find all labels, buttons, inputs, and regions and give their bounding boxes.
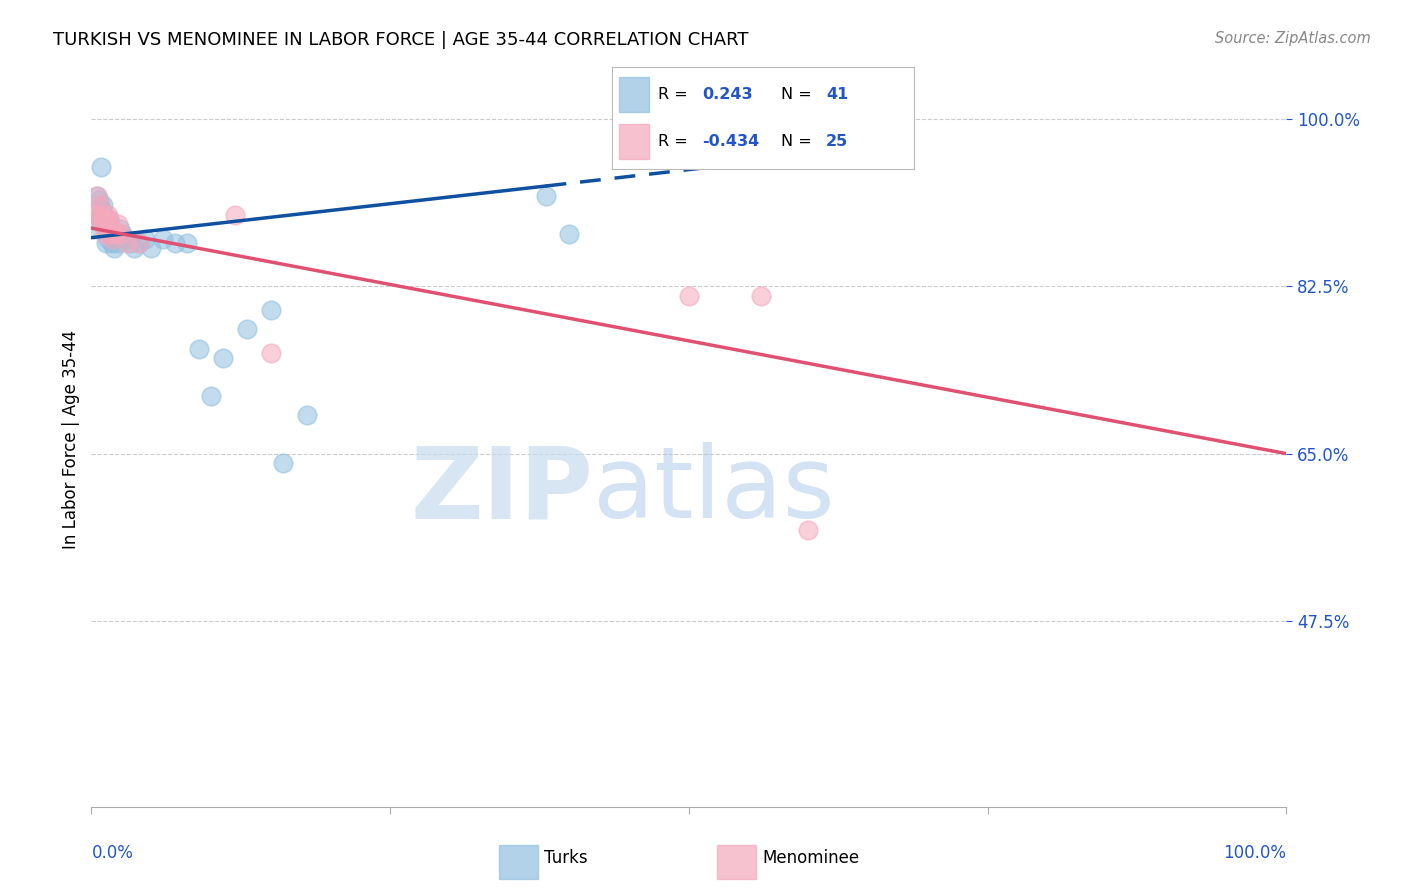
Point (93, 198, 114, 212)
Point (128, 236, 150, 251)
Point (259, 346, 281, 360)
Point (797, 523, 820, 537)
Point (235, 322, 259, 336)
Point (176, 236, 198, 251)
Point (98, 212, 121, 227)
Point (115, 232, 138, 246)
Point (259, 303, 281, 318)
Point (224, 208, 246, 222)
Point (271, 456, 294, 470)
Point (678, 289, 700, 303)
Point (86, 188, 108, 202)
Point (134, 232, 156, 246)
Point (89, 212, 111, 227)
Point (98, 212, 121, 227)
Point (84, 222, 107, 236)
Point (96, 217, 118, 231)
Point (97, 232, 120, 246)
Text: N =: N = (780, 135, 811, 149)
Point (87, 194, 110, 208)
Point (90, 160, 112, 174)
Text: Menominee: Menominee (762, 849, 859, 867)
Point (107, 236, 129, 251)
Point (104, 227, 127, 241)
Bar (619, 124, 650, 159)
Point (534, 188, 557, 202)
Point (87, 208, 110, 222)
Text: TURKISH VS MENOMINEE IN LABOR FORCE | AGE 35-44 CORRELATION CHART: TURKISH VS MENOMINEE IN LABOR FORCE | AG… (53, 31, 749, 49)
Point (93, 212, 114, 227)
Point (90, 208, 112, 222)
Point (124, 241, 146, 255)
Point (100, 227, 122, 241)
Point (103, 241, 125, 255)
Point (187, 342, 211, 356)
Point (100, 236, 122, 251)
Bar (619, 77, 650, 112)
Point (93, 212, 115, 227)
Point (110, 227, 132, 241)
Point (128, 236, 150, 251)
Text: R =: R = (658, 135, 688, 149)
Point (163, 236, 186, 251)
Point (152, 232, 174, 246)
Point (93, 227, 115, 241)
Text: 0.243: 0.243 (703, 87, 754, 102)
Text: Turks: Turks (544, 849, 588, 867)
Point (211, 351, 233, 365)
Point (89, 198, 111, 212)
Point (97, 208, 120, 222)
Point (100, 227, 122, 241)
Text: N =: N = (780, 87, 811, 102)
Text: Source: ZipAtlas.com: Source: ZipAtlas.com (1215, 31, 1371, 46)
Text: ZIP: ZIP (411, 442, 593, 540)
Point (101, 222, 124, 236)
Point (111, 227, 134, 241)
Point (749, 289, 772, 303)
Point (94, 222, 117, 236)
Point (94, 236, 117, 251)
Point (84, 208, 107, 222)
Point (295, 409, 318, 423)
Text: -0.434: -0.434 (703, 135, 759, 149)
Text: 25: 25 (827, 135, 848, 149)
Point (96, 222, 118, 236)
Point (141, 241, 162, 255)
Point (118, 236, 141, 251)
Point (737, 131, 759, 145)
Point (86, 188, 108, 202)
Text: 41: 41 (827, 87, 848, 102)
Point (558, 227, 581, 241)
Point (108, 222, 131, 236)
Point (90, 208, 112, 222)
Text: 100.0%: 100.0% (1223, 844, 1286, 862)
Y-axis label: In Labor Force | Age 35-44: In Labor Force | Age 35-44 (62, 330, 80, 549)
Point (91, 217, 114, 231)
Text: atlas: atlas (593, 442, 835, 540)
Point (91, 202, 114, 217)
Point (100, 232, 122, 246)
Text: R =: R = (658, 87, 688, 102)
Text: 0.0%: 0.0% (91, 844, 134, 862)
Point (101, 232, 124, 246)
Point (200, 389, 222, 403)
Point (107, 217, 129, 231)
Point (94, 212, 117, 227)
Point (104, 227, 127, 241)
Point (115, 236, 138, 251)
